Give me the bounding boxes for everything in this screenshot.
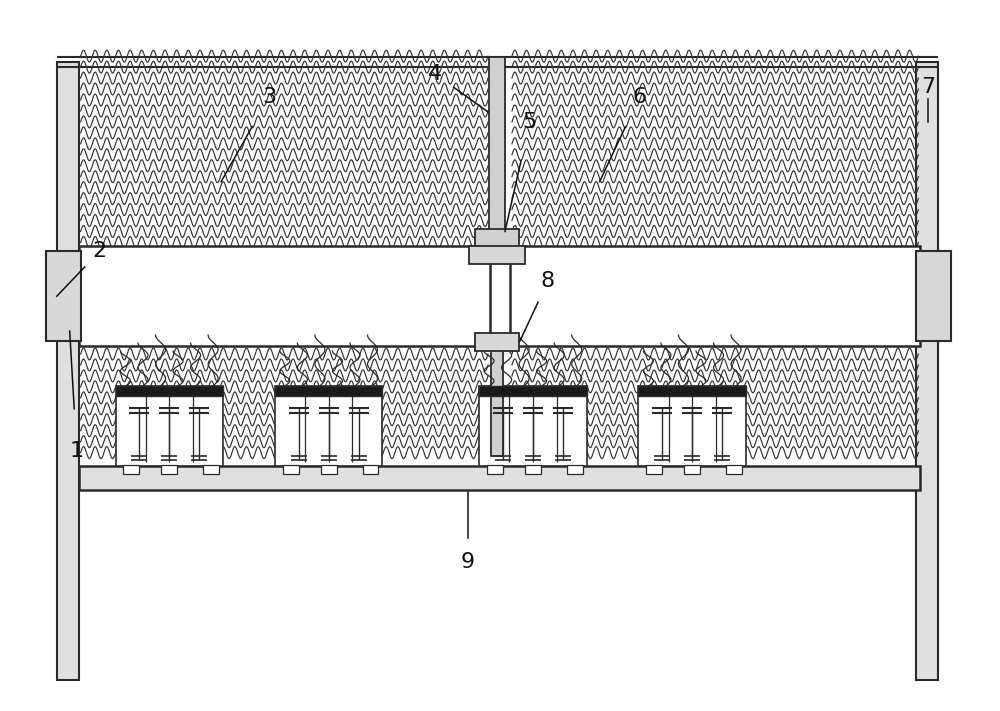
Bar	[475, 230, 519, 252]
Bar	[638, 386, 746, 466]
Text: 7: 7	[921, 77, 935, 97]
Bar	[726, 464, 742, 474]
Bar	[475, 333, 519, 351]
Bar	[275, 386, 382, 396]
Bar	[79, 466, 920, 491]
Bar	[567, 464, 583, 474]
Bar	[116, 386, 223, 396]
Bar	[646, 464, 662, 474]
Bar	[487, 464, 503, 474]
Text: 8: 8	[541, 272, 555, 292]
Bar	[916, 252, 951, 341]
Bar	[525, 464, 541, 474]
Bar	[363, 464, 378, 474]
Bar	[79, 247, 490, 346]
Text: 4: 4	[428, 64, 442, 84]
Bar	[489, 57, 505, 242]
Bar	[479, 386, 587, 466]
Bar	[116, 386, 223, 466]
Bar	[916, 62, 938, 680]
Text: 3: 3	[262, 87, 276, 107]
Bar	[638, 386, 746, 396]
Bar	[491, 346, 503, 456]
Text: 6: 6	[632, 87, 647, 107]
Bar	[321, 464, 337, 474]
Bar	[203, 464, 219, 474]
Bar	[46, 252, 81, 341]
Bar	[275, 386, 382, 466]
Text: 2: 2	[93, 242, 107, 262]
Text: 1: 1	[70, 441, 84, 461]
Bar	[479, 386, 587, 396]
Bar	[161, 464, 177, 474]
Bar	[684, 464, 700, 474]
Bar	[469, 247, 525, 264]
Bar	[510, 247, 920, 346]
Text: 9: 9	[461, 552, 475, 572]
Text: 5: 5	[523, 112, 537, 132]
Bar	[57, 62, 79, 680]
Bar	[123, 464, 139, 474]
Bar	[283, 464, 299, 474]
